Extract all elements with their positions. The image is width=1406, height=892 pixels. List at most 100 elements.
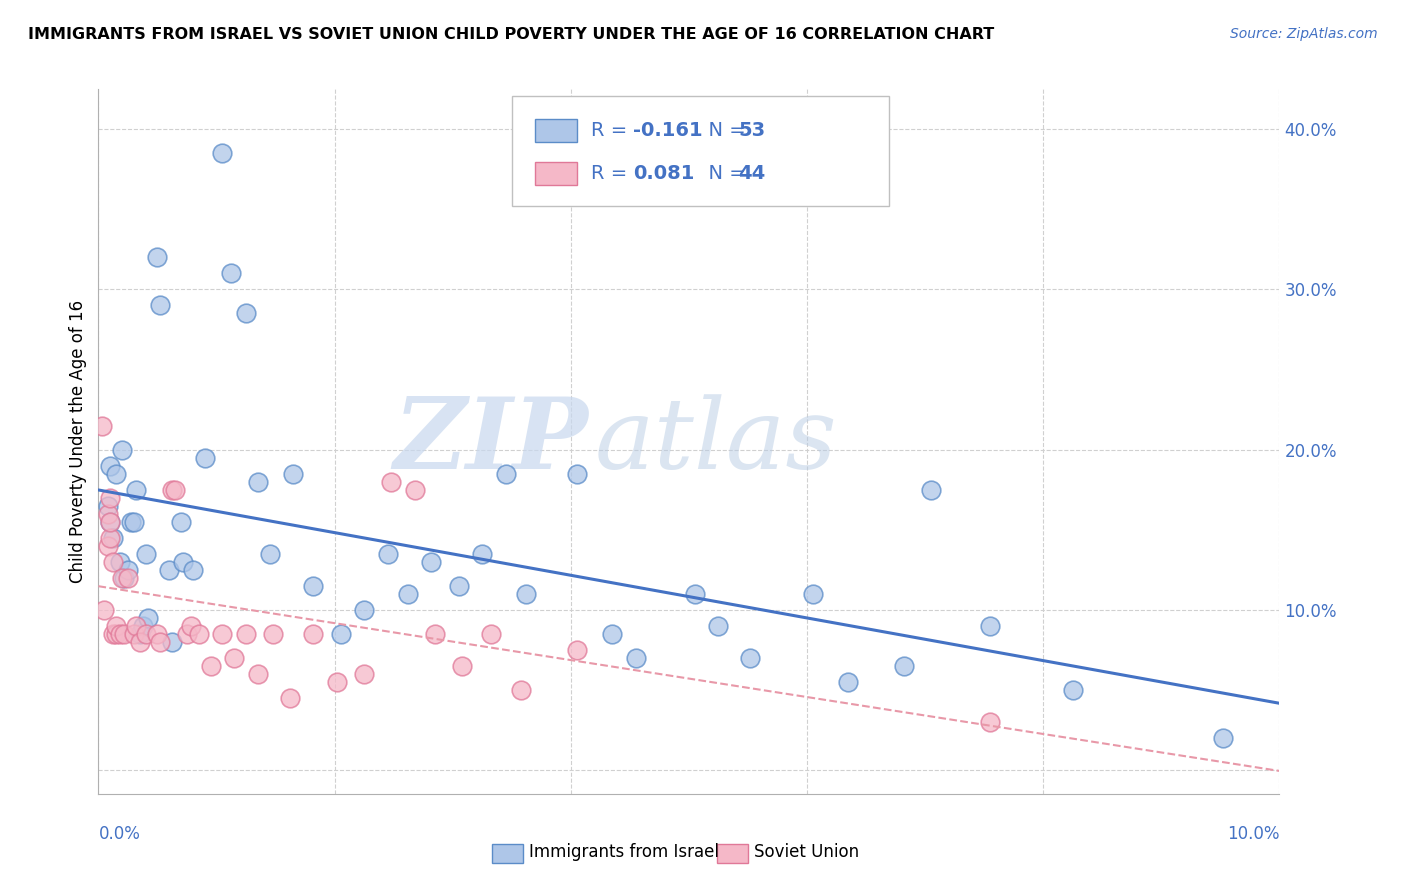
Point: [97, 499, 120, 513]
Point: [447, 579, 470, 593]
Point: [420, 555, 443, 569]
Point: [132, 618, 155, 632]
Point: [111, 442, 134, 457]
Point: [157, 563, 180, 577]
Point: [176, 626, 198, 640]
Point: [377, 547, 399, 561]
Point: [224, 650, 246, 665]
Point: [979, 618, 1001, 632]
Point: [353, 603, 375, 617]
Text: Soviet Union: Soviet Union: [754, 843, 859, 861]
Point: [136, 610, 159, 624]
Text: 10.0%: 10.0%: [1227, 825, 1279, 843]
Point: [423, 626, 446, 640]
Point: [125, 618, 148, 632]
Text: N =: N =: [696, 121, 752, 140]
Point: [235, 306, 257, 320]
Y-axis label: Child Poverty Under the Age of 16: Child Poverty Under the Age of 16: [69, 300, 87, 583]
Point: [893, 658, 915, 673]
Point: [91, 418, 114, 433]
Point: [740, 650, 762, 665]
Point: [122, 626, 145, 640]
Point: [149, 298, 172, 312]
Point: [211, 626, 233, 640]
Point: [471, 547, 494, 561]
Point: [101, 626, 124, 640]
Text: Immigrants from Israel: Immigrants from Israel: [529, 843, 718, 861]
Point: [495, 467, 517, 481]
Text: 44: 44: [738, 164, 766, 183]
Point: [329, 626, 352, 640]
Text: atlas: atlas: [595, 394, 837, 489]
Point: [211, 146, 233, 161]
Point: [246, 475, 269, 489]
Point: [479, 626, 502, 640]
Point: [165, 483, 187, 497]
Point: [108, 555, 131, 569]
Point: [105, 626, 128, 640]
Point: [135, 547, 157, 561]
Point: [707, 618, 730, 632]
Point: [353, 666, 375, 681]
Text: N =: N =: [696, 164, 752, 183]
Point: [302, 579, 325, 593]
Point: [624, 650, 647, 665]
Text: -0.161: -0.161: [633, 121, 703, 140]
Point: [278, 690, 301, 705]
Point: [125, 483, 148, 497]
Point: [135, 626, 157, 640]
Point: [194, 450, 217, 465]
Point: [160, 483, 183, 497]
Point: [128, 634, 150, 648]
Text: 0.081: 0.081: [633, 164, 695, 183]
Point: [510, 682, 533, 697]
Point: [565, 642, 588, 657]
Text: R =: R =: [591, 164, 633, 183]
Point: [97, 507, 120, 521]
Point: [259, 547, 281, 561]
Point: [122, 515, 145, 529]
Point: [396, 587, 419, 601]
Point: [283, 467, 305, 481]
Point: [180, 618, 202, 632]
Point: [105, 618, 128, 632]
Point: [302, 626, 325, 640]
Point: [262, 626, 284, 640]
Text: Source: ZipAtlas.com: Source: ZipAtlas.com: [1230, 27, 1378, 41]
Text: 53: 53: [738, 121, 765, 140]
Point: [108, 626, 131, 640]
Point: [451, 658, 474, 673]
Point: [380, 475, 402, 489]
Point: [98, 491, 121, 505]
Point: [246, 666, 269, 681]
Point: [187, 626, 209, 640]
Point: [128, 626, 150, 640]
Point: [98, 515, 121, 529]
Point: [101, 555, 124, 569]
Point: [121, 515, 143, 529]
Text: 0.0%: 0.0%: [98, 825, 141, 843]
Point: [326, 674, 349, 689]
Point: [200, 658, 222, 673]
Point: [979, 714, 1001, 729]
Point: [172, 555, 194, 569]
Point: [146, 626, 169, 640]
Point: [160, 634, 183, 648]
Point: [117, 571, 139, 585]
Point: [1212, 731, 1234, 745]
Point: [181, 563, 204, 577]
Point: [117, 563, 139, 577]
Text: R =: R =: [591, 121, 633, 140]
Point: [600, 626, 623, 640]
Point: [97, 539, 120, 553]
Point: [98, 531, 121, 545]
Point: [404, 483, 426, 497]
Point: [920, 483, 942, 497]
Point: [101, 531, 124, 545]
Point: [1062, 682, 1084, 697]
Point: [105, 467, 128, 481]
Point: [515, 587, 537, 601]
Point: [837, 674, 859, 689]
Point: [683, 587, 706, 601]
Point: [98, 515, 121, 529]
